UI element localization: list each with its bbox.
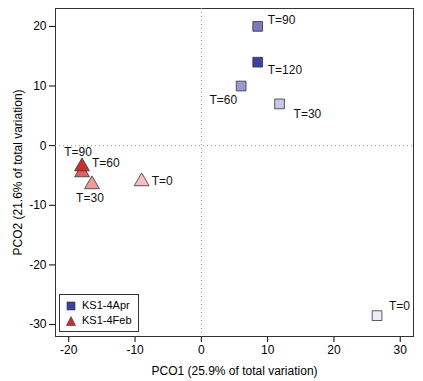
html-text:KS1-4Apr: KS1-4Apr	[82, 299, 130, 311]
svg-text:PCO2 (21.6% of total variation: PCO2 (21.6% of total variation)	[11, 89, 25, 255]
svg-text:0: 0	[40, 139, 47, 153]
svg-text:10: 10	[261, 343, 275, 357]
svg-text:-10: -10	[29, 198, 47, 212]
svg-text:-10: -10	[126, 343, 144, 357]
svg-text:T=120: T=120	[268, 63, 303, 77]
svg-text:T=30: T=30	[294, 107, 322, 121]
svg-text:T=60: T=60	[92, 156, 120, 170]
svg-text:30: 30	[394, 343, 408, 357]
svg-text:-30: -30	[29, 317, 47, 331]
svg-text:T=90: T=90	[268, 13, 296, 27]
svg-text:T=0: T=0	[389, 299, 410, 313]
svg-text:T=90: T=90	[64, 145, 92, 159]
svg-text:T=30: T=30	[76, 191, 104, 205]
svg-text:10: 10	[33, 79, 47, 93]
svg-text:PCO1 (25.9% of total variation: PCO1 (25.9% of total variation)	[151, 364, 317, 378]
svg-text:20: 20	[327, 343, 341, 357]
svg-text:T=60: T=60	[209, 93, 237, 107]
svg-text:-20: -20	[60, 343, 78, 357]
svg-text:0: 0	[198, 343, 205, 357]
svg-text:T=0: T=0	[152, 174, 173, 188]
svg-text:-20: -20	[29, 258, 47, 272]
svg-text:20: 20	[33, 19, 47, 33]
html-text:KS1-4Feb: KS1-4Feb	[82, 314, 132, 326]
